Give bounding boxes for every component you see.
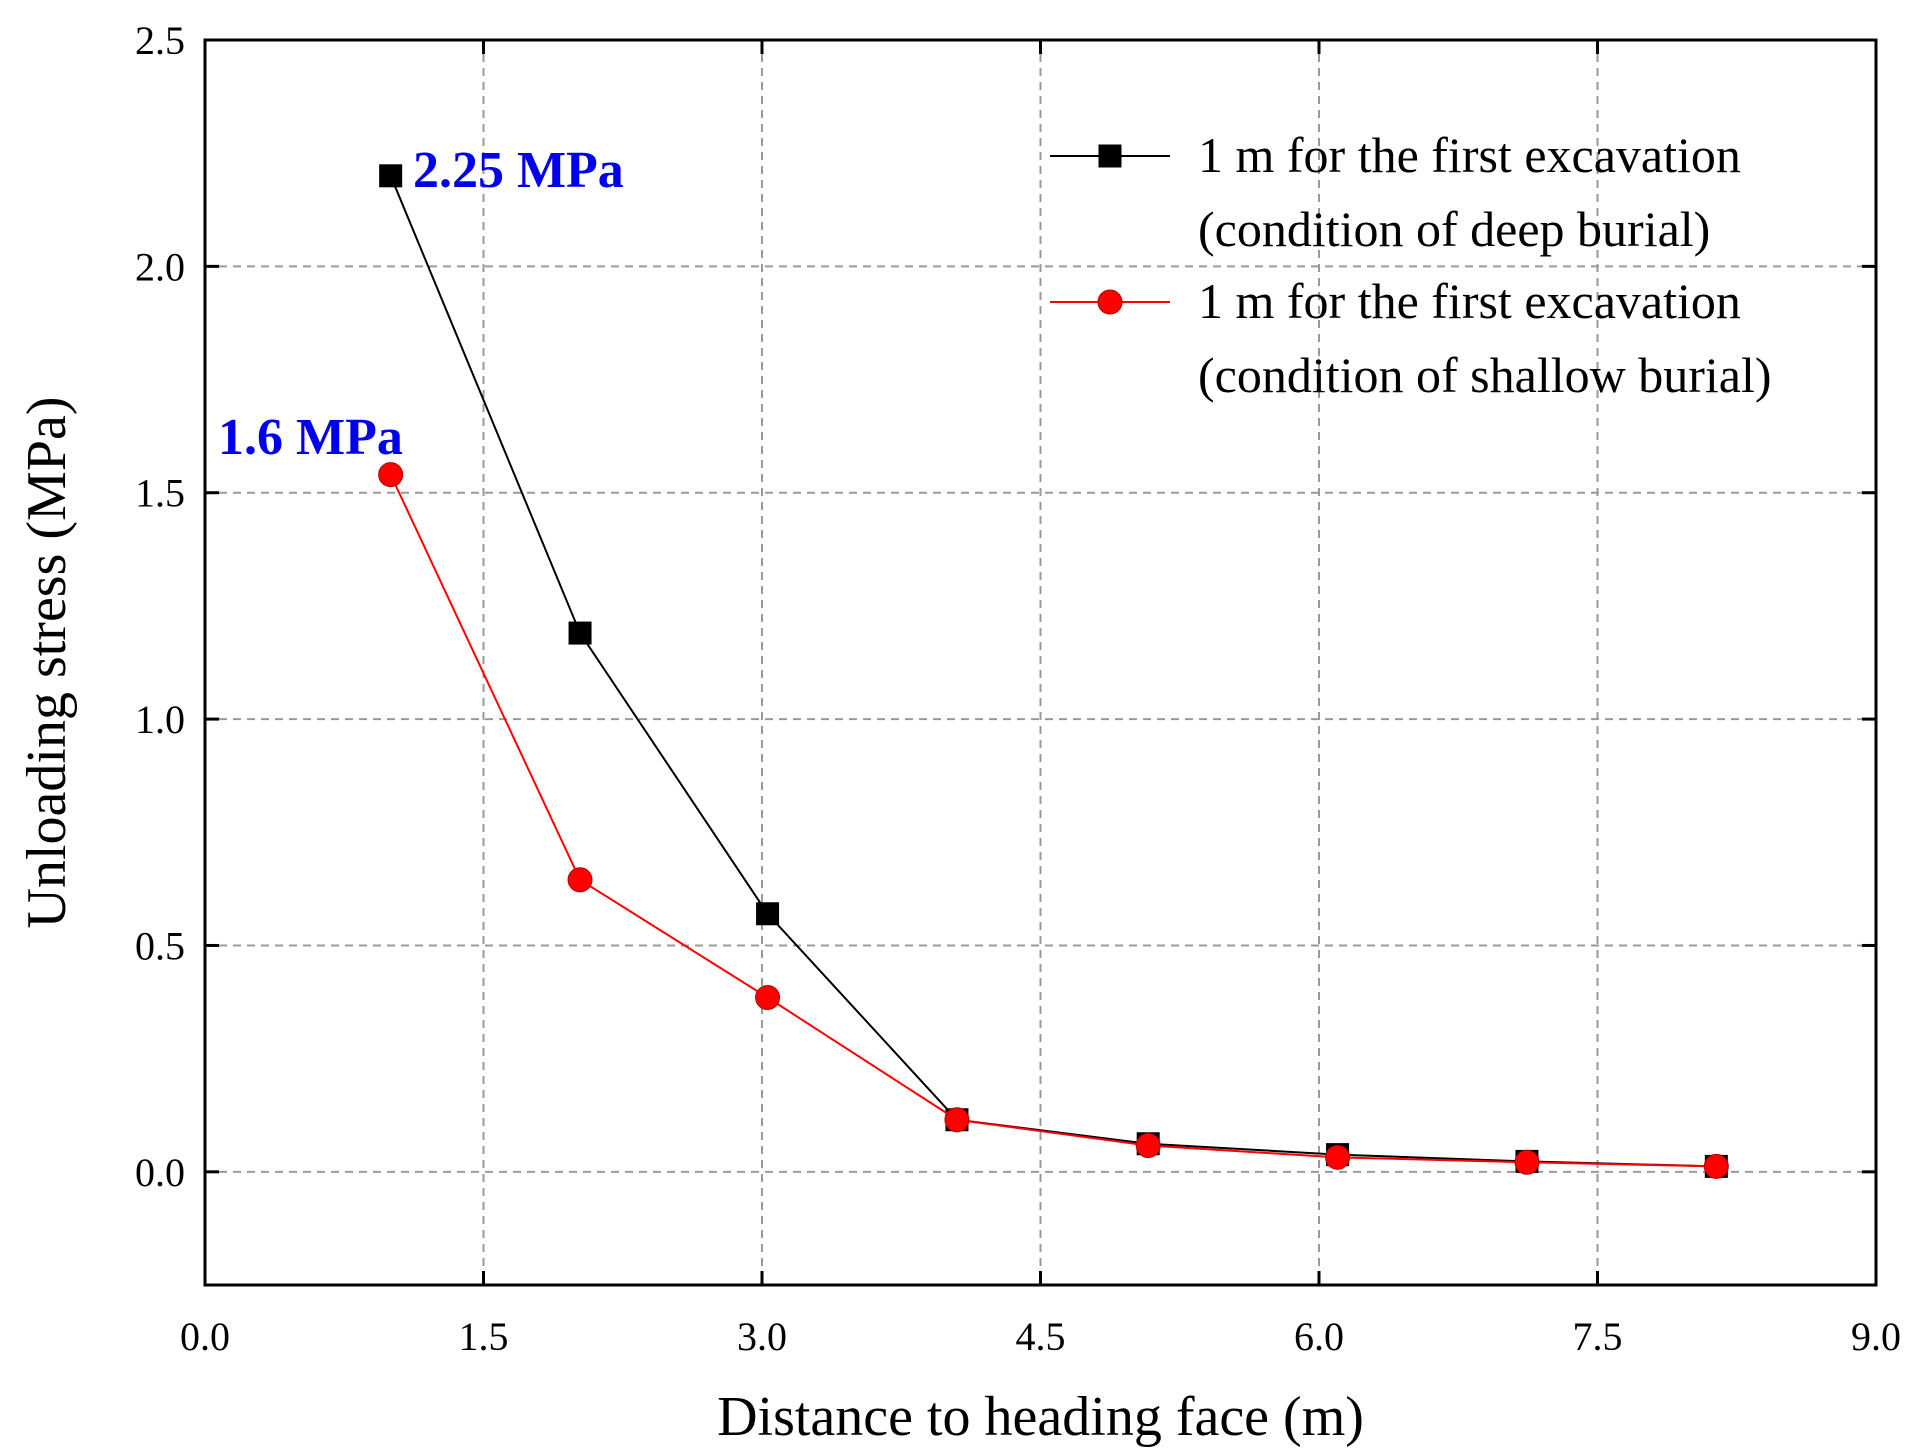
data-point-shallow [378,462,404,488]
data-point-shallow [1703,1153,1729,1179]
x-tick-label: 9.0 [1851,1314,1901,1359]
x-tick-label: 7.5 [1573,1314,1623,1359]
x-tick-label: 6.0 [1294,1314,1344,1359]
data-point-shallow [1514,1149,1540,1175]
data-point-shallow [1135,1133,1161,1159]
value-annotation: 1.6 MPa [218,409,403,466]
x-axis-label: Distance to heading face (m) [717,1386,1364,1448]
y-tick-label: 0.0 [135,1150,185,1195]
y-tick-label: 1.5 [135,471,185,516]
y-axis-label: Unloading stress (MPa) [16,397,78,929]
x-tick-label: 3.0 [737,1314,787,1359]
y-tick-label: 2.0 [135,244,185,289]
y-tick-label: 1.0 [135,697,185,742]
value-annotation: 2.25 MPa [413,142,624,199]
legend-label-deep: (condition of deep burial) [1198,201,1710,257]
data-point-deep [379,164,403,188]
data-point-deep [568,621,592,645]
legend-marker-deep [1098,144,1122,168]
x-tick-label: 0.0 [180,1314,230,1359]
axis-ticks: 0.0 1.5 3.0 4.5 6.0 7.5 9.0 0.0 0.5 1.0 1.5 2.0 2.5 [135,18,1901,1359]
series-shallow [378,462,1729,1179]
legend-entry-shallow: 1 m for the first excavation (condition o… [1050,273,1772,403]
legend-label-shallow: 1 m for the first excavation [1198,273,1741,329]
series-layer [378,164,1729,1179]
legend-entry-deep: 1 m for the first excavation (condition o… [1050,127,1741,257]
data-point-shallow [755,985,781,1011]
x-tick-label: 1.5 [459,1314,509,1359]
series-line-shallow [389,474,1717,1168]
grid-lines [205,40,1876,1285]
y-tick-label: 0.5 [135,923,185,968]
legend-label-shallow: (condition of shallow burial) [1198,347,1772,403]
data-point-shallow [567,867,593,893]
y-tick-label: 2.5 [135,18,185,63]
data-point-shallow [1325,1144,1351,1170]
x-tick-label: 4.5 [1016,1314,1066,1359]
data-point-deep [756,902,780,926]
legend-marker-shallow [1097,289,1123,315]
legend: 1 m for the first excavation (condition o… [1050,127,1772,403]
legend-label-deep: 1 m for the first excavation [1198,127,1741,183]
data-point-shallow [944,1107,970,1133]
annotations: 2.25 MPa 1.6 MPa [218,142,624,466]
